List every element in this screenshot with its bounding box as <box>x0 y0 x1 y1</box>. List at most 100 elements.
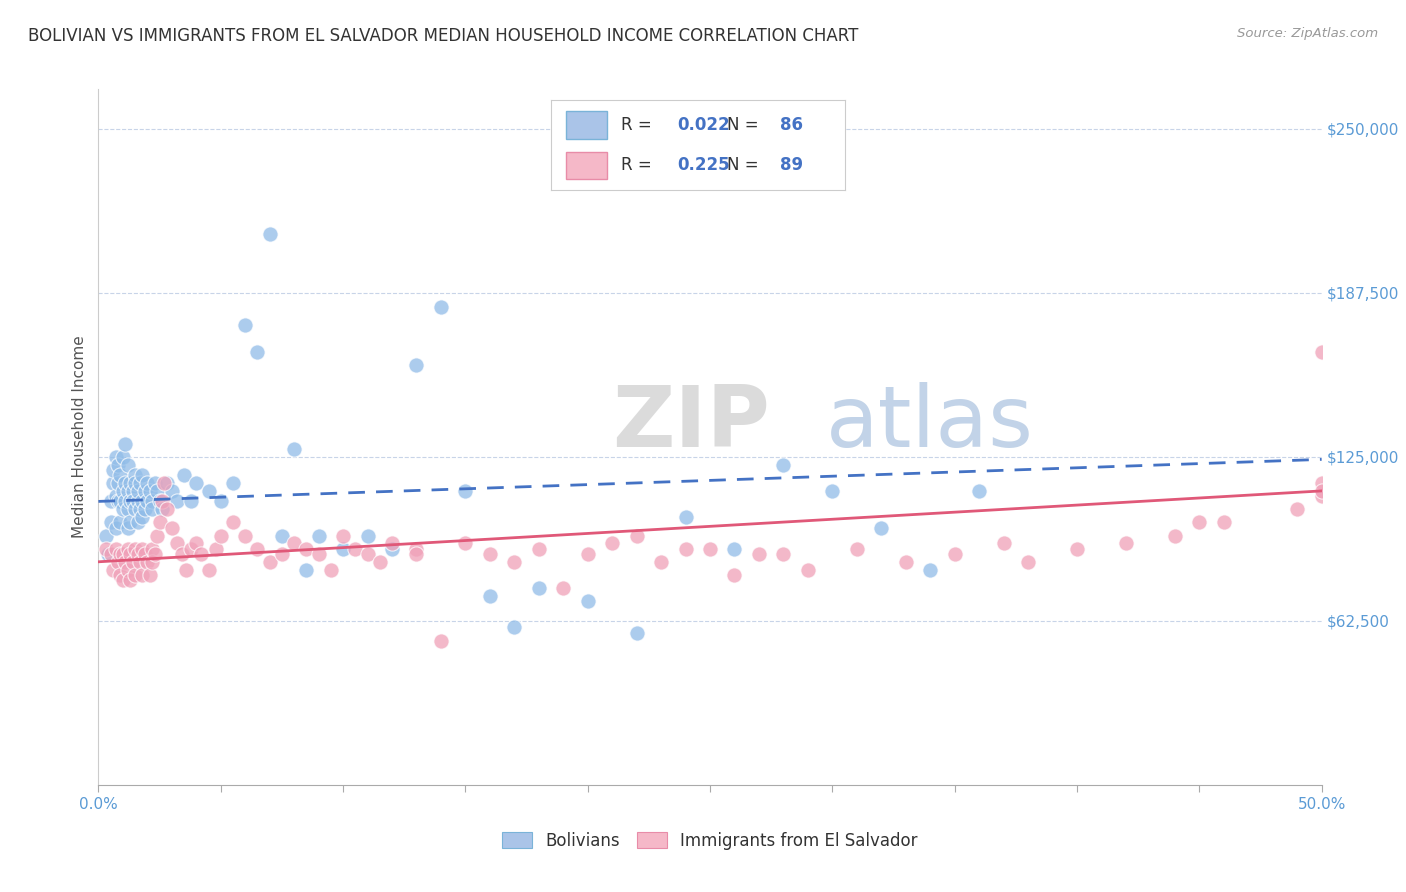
Point <box>153 476 176 491</box>
Point <box>120 476 142 491</box>
Point <box>197 563 219 577</box>
Point <box>626 528 648 542</box>
Point <box>129 502 152 516</box>
Point <box>870 521 893 535</box>
Point <box>111 547 134 561</box>
Point <box>405 547 427 561</box>
Text: BOLIVIAN VS IMMIGRANTS FROM EL SALVADOR MEDIAN HOUSEHOLD INCOME CORRELATION CHAR: BOLIVIAN VS IMMIGRANTS FROM EL SALVADOR … <box>28 27 859 45</box>
Point <box>143 547 166 561</box>
Point <box>246 541 269 556</box>
Point <box>127 547 149 561</box>
Point <box>131 468 153 483</box>
Point <box>173 468 195 483</box>
Point <box>478 547 501 561</box>
Point <box>101 476 124 491</box>
Point <box>381 541 404 556</box>
Point <box>259 227 281 241</box>
Point <box>675 510 697 524</box>
Point <box>117 483 139 498</box>
Point <box>723 568 745 582</box>
Point <box>967 483 990 498</box>
Point <box>503 555 526 569</box>
Point <box>129 476 152 491</box>
Point <box>139 483 162 498</box>
Point <box>146 483 169 498</box>
Point <box>104 541 127 556</box>
Point <box>107 555 129 569</box>
Point <box>149 516 172 530</box>
Point <box>894 555 917 569</box>
Point <box>94 528 117 542</box>
Point <box>114 555 136 569</box>
Point <box>114 436 136 450</box>
Point <box>772 458 794 472</box>
Point <box>110 568 132 582</box>
Point <box>170 547 193 561</box>
Point <box>797 563 820 577</box>
Point <box>134 483 156 498</box>
Point <box>117 563 139 577</box>
Point <box>110 547 132 561</box>
Point <box>1164 528 1187 542</box>
Point <box>150 494 173 508</box>
Point <box>111 450 134 464</box>
Point <box>205 541 228 556</box>
Point <box>308 547 330 561</box>
Point <box>120 573 142 587</box>
Point <box>117 458 139 472</box>
Point <box>283 442 305 456</box>
Point <box>166 494 188 508</box>
Point <box>139 568 162 582</box>
Point <box>1310 344 1333 359</box>
Point <box>124 541 146 556</box>
Point <box>110 516 132 530</box>
Point <box>143 476 166 491</box>
Point <box>124 468 146 483</box>
Point <box>233 318 256 333</box>
Point <box>527 581 550 595</box>
Point <box>120 547 142 561</box>
Point <box>160 483 183 498</box>
Legend: Bolivians, Immigrants from El Salvador: Bolivians, Immigrants from El Salvador <box>496 825 924 856</box>
Point <box>134 547 156 561</box>
Point <box>141 502 163 516</box>
Point <box>576 547 599 561</box>
Point <box>141 541 163 556</box>
Point <box>121 494 143 508</box>
Point <box>295 541 318 556</box>
Point <box>107 476 129 491</box>
Point <box>723 541 745 556</box>
Point <box>120 516 142 530</box>
Point <box>527 541 550 556</box>
Point <box>124 502 146 516</box>
Y-axis label: Median Household Income: Median Household Income <box>72 335 87 539</box>
Point <box>993 536 1015 550</box>
Point <box>600 536 623 550</box>
Point <box>626 625 648 640</box>
Point <box>156 502 179 516</box>
Point <box>114 476 136 491</box>
Point <box>454 536 477 550</box>
Point <box>124 476 146 491</box>
Point <box>121 555 143 569</box>
Point <box>180 494 202 508</box>
Point <box>121 483 143 498</box>
Point <box>650 555 672 569</box>
Point <box>127 483 149 498</box>
Point <box>111 483 134 498</box>
Point <box>1115 536 1137 550</box>
Point <box>1066 541 1088 556</box>
Point <box>319 563 342 577</box>
Point <box>131 510 153 524</box>
Point <box>209 494 232 508</box>
Point <box>101 463 124 477</box>
Point <box>107 494 129 508</box>
Point <box>1310 476 1333 491</box>
Point <box>100 547 122 561</box>
Point <box>110 468 132 483</box>
Point <box>332 528 354 542</box>
Point <box>180 541 202 556</box>
Point <box>186 536 208 550</box>
Point <box>222 516 245 530</box>
Point <box>104 450 127 464</box>
